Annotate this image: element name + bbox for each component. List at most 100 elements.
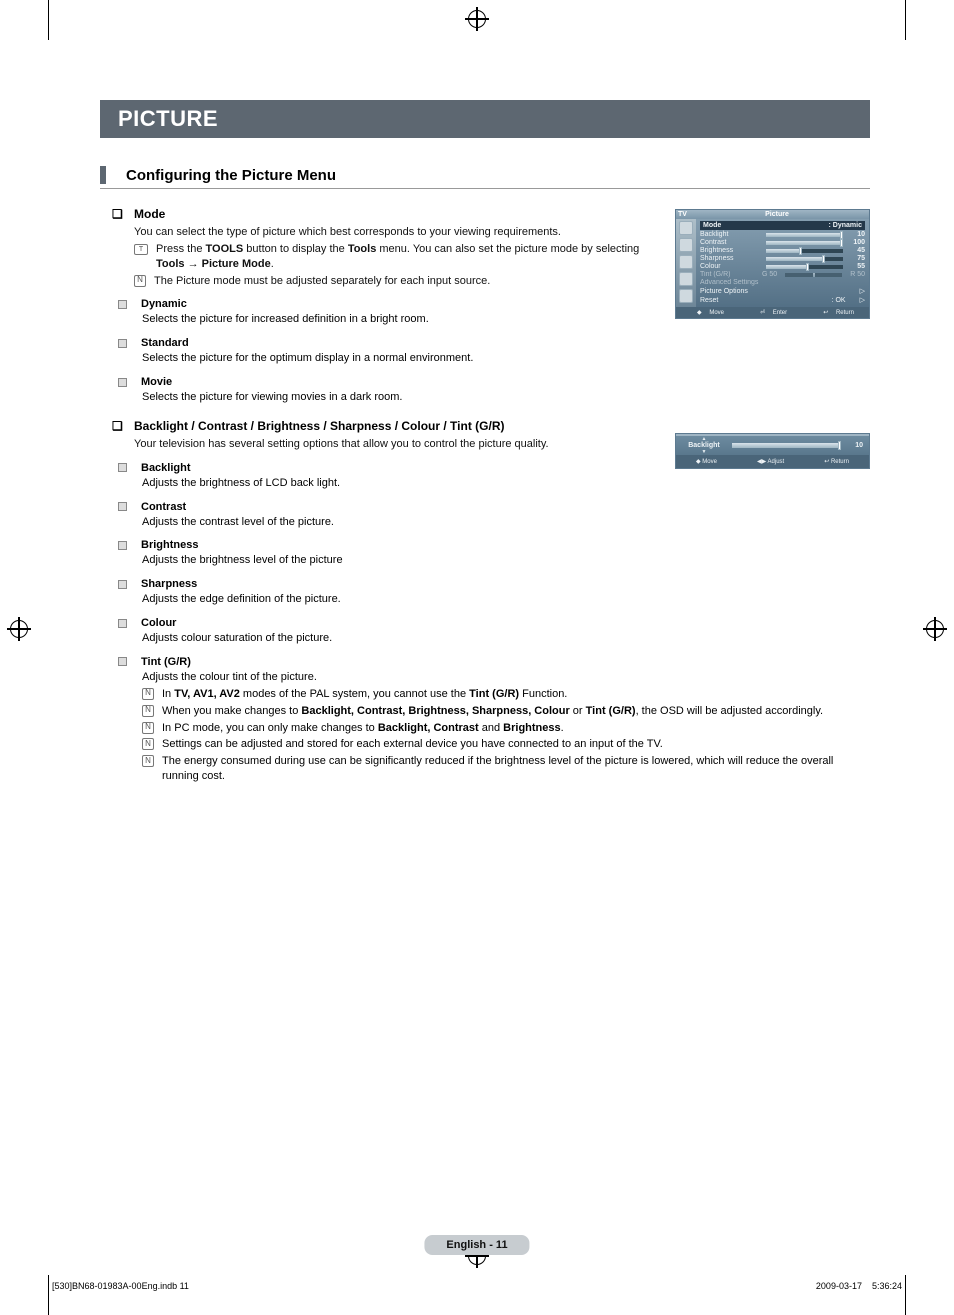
crop-right-mark (926, 620, 944, 638)
slider-item: Sharpness Adjusts the edge definition of… (118, 578, 870, 607)
square-bullet-icon (118, 463, 127, 472)
corner-mark (905, 0, 906, 40)
corner-mark (905, 1275, 906, 1315)
tv-tab-label: TV (678, 211, 687, 218)
tv-row-value: 45 (847, 247, 865, 254)
square-bullet-icon (118, 657, 127, 666)
mode-title: Mode (134, 207, 165, 221)
tint-note: The energy consumed during use can be si… (162, 754, 870, 784)
info-note-icon: N (142, 722, 154, 734)
square-bullet-icon (118, 541, 127, 550)
tint-note: In TV, AV1, AV2 modes of the PAL system,… (162, 687, 567, 702)
corner-mark (48, 0, 49, 40)
mode-item-title: Dynamic (141, 298, 187, 310)
bullet-q-icon: ❏ (112, 207, 126, 221)
tv-advanced-settings: Advanced Settings (700, 279, 758, 286)
mode-item: Standard Selects the picture for the opt… (118, 337, 870, 366)
crop-left-mark (10, 620, 28, 638)
slider-item: Contrast Adjusts the contrast level of t… (118, 501, 870, 530)
tint-note: When you make changes to Backlight, Cont… (162, 704, 823, 719)
tv-row-label: Backlight (700, 231, 762, 238)
tv-tint-g: G 50 (762, 271, 777, 278)
tv-row-label: Colour (700, 263, 762, 270)
tint-item: Tint (G/R) Adjusts the colour tint of th… (118, 656, 870, 784)
page-body: PICTURE Configuring the Picture Menu TV … (100, 100, 870, 784)
subhead-text: Configuring the Picture Menu (126, 167, 336, 184)
tv-reset-value: : OK (832, 297, 846, 304)
info-note-icon: N (134, 275, 146, 287)
tint-note: In PC mode, you can only make changes to… (162, 721, 564, 736)
square-bullet-icon (118, 339, 127, 348)
tv-row-value: 75 (847, 255, 865, 262)
tv-footer-return: ↩ Return (817, 309, 854, 316)
slider-item-desc: Adjusts colour saturation of the picture… (142, 631, 870, 646)
tint-title: Tint (G/R) (141, 656, 191, 668)
adjust-footer-move: ◆ Move (696, 458, 717, 465)
section-title: PICTURE (100, 100, 870, 138)
adjust-label: Backlight (682, 442, 726, 449)
square-bullet-icon (118, 619, 127, 628)
tv-row-value: 55 (847, 263, 865, 270)
tv-row-label: Tint (G/R) (700, 271, 762, 278)
sliders-intro: Your television has several setting opti… (134, 437, 664, 452)
mode-item-title: Movie (141, 376, 172, 388)
tools-note-icon: T (134, 244, 148, 255)
corner-mark (48, 1275, 49, 1315)
bullet-q-icon: ❏ (112, 419, 126, 433)
subhead-accent (100, 166, 106, 184)
adjust-footer-adjust: ◀▶ Adjust (757, 458, 784, 465)
page-footer-badge: English - 11 (424, 1235, 529, 1255)
crop-top-mark (468, 10, 486, 28)
tv-picture-options: Picture Options (700, 288, 748, 295)
sliders-block: ❏ Backlight / Contrast / Brightness / Sh… (112, 419, 870, 784)
tv-row-label: Sharpness (700, 255, 762, 262)
slider-item-desc: Adjusts the brightness level of the pict… (142, 553, 870, 568)
slider-item-desc: Adjusts the contrast level of the pictur… (142, 515, 870, 530)
tv-menu-preview: TV Picture Mode : Dynamic Backl (675, 209, 870, 319)
slider-item-desc: Adjusts the edge definition of the pictu… (142, 592, 870, 607)
content-area: TV Picture Mode : Dynamic Backl (100, 207, 870, 784)
subhead-row: Configuring the Picture Menu (100, 166, 870, 189)
input-icon (679, 289, 693, 303)
square-bullet-icon (118, 300, 127, 309)
channel-icon (679, 255, 693, 269)
adjust-value: 10 (847, 442, 863, 449)
setup-icon (679, 272, 693, 286)
print-meta-right: 2009-03-17 5:36:24 (816, 1281, 902, 1291)
tv-mode-value: : Dynamic (829, 222, 862, 229)
mode-item: Movie Selects the picture for viewing mo… (118, 376, 870, 405)
tv-footer-move: ◆ Move (691, 309, 724, 316)
slider-item-title: Brightness (141, 539, 198, 551)
chevron-right-icon: ▷ (860, 296, 865, 304)
tv-mode-label: Mode (703, 222, 721, 229)
slider-item-title: Sharpness (141, 578, 197, 590)
tv-row-value: 10 (847, 231, 865, 238)
tv-tint-r: R 50 (850, 271, 865, 278)
adjust-footer-return: ↩ Return (824, 458, 849, 465)
slider-item-title: Contrast (141, 501, 186, 513)
tv-row-label: Brightness (700, 247, 762, 254)
sound-icon (679, 238, 693, 252)
slider-item: Brightness Adjusts the brightness level … (118, 539, 870, 568)
mode-src-note: The Picture mode must be adjusted separa… (154, 274, 490, 289)
mode-item-desc: Selects the picture for viewing movies i… (142, 390, 870, 405)
square-bullet-icon (118, 580, 127, 589)
slider-item-title: Colour (141, 617, 176, 629)
info-note-icon: N (142, 688, 154, 700)
square-bullet-icon (118, 378, 127, 387)
mode-item-title: Standard (141, 337, 189, 349)
info-note-icon: N (142, 705, 154, 717)
tv-reset-label: Reset (700, 297, 718, 304)
slider-item: Colour Adjusts colour saturation of the … (118, 617, 870, 646)
slider-item-desc: Adjusts the brightness of LCD back light… (142, 476, 870, 491)
sliders-title: Backlight / Contrast / Brightness / Shar… (134, 419, 505, 433)
chevron-right-icon: ▷ (860, 287, 865, 295)
square-bullet-icon (118, 502, 127, 511)
slider-item-title: Backlight (141, 462, 191, 474)
mode-item-desc: Selects the picture for the optimum disp… (142, 351, 870, 366)
mode-intro: You can select the type of picture which… (134, 225, 664, 240)
tint-note: Settings can be adjusted and stored for … (162, 737, 663, 752)
print-meta-left: [530]BN68-01983A-00Eng.indb 11 (52, 1281, 189, 1291)
tv-title: Picture (765, 211, 789, 218)
mode-tools-note: Press the TOOLS button to display the To… (156, 242, 664, 272)
